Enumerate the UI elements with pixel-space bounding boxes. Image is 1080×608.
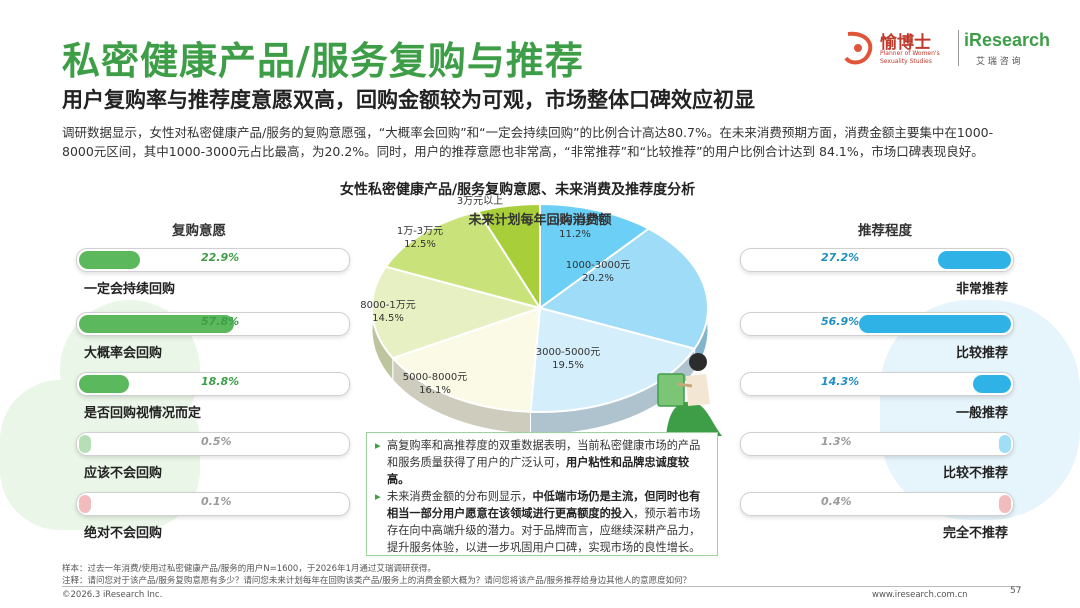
pie-slice-value-3: 19.5% [552, 360, 584, 371]
left-bar-label-3: 是否回购视情况而定 [84, 406, 202, 421]
right-panel-heading: 推荐程度 [858, 223, 912, 239]
right-decor-blob [880, 300, 1080, 520]
right-bar-label-2: 比较推荐 [955, 346, 1008, 361]
footer-note: 注释：请问您对于该产品/服务复购意愿有多少？请问您未来计划每年在回购该类产品/服… [62, 576, 692, 586]
pie-chart-title: 未来计划每年回购消费额 [467, 212, 611, 228]
left-bar-value-1: 22.9% [201, 251, 240, 264]
left-bar-fill-4 [79, 435, 91, 453]
footer-sample: 样本：过去一年消费/使用过私密健康产品/服务的用户N=1600，于2026年1月… [62, 564, 436, 574]
left-bar-fill-5 [79, 495, 91, 513]
left-bar-3: 18.8% [76, 372, 350, 396]
intro-paragraph: 调研数据显示，女性对私密健康产品/服务的复购意愿强，“大概率会回购”和“一定会持… [62, 125, 994, 159]
footer-website: www.iresearch.com.cn [872, 590, 968, 600]
right-bar-label-5: 完全不推荐 [942, 526, 1008, 541]
left-bar-value-4: 0.5% [201, 435, 232, 448]
left-bar-fill-3 [79, 375, 129, 393]
yu-logo-tag-2: Sexuality Studies [880, 58, 932, 65]
insight-highlight-1: 用户粘性和品牌忠诚度较高。 [387, 456, 690, 486]
left-panel-heading: 复购意愿 [172, 223, 226, 239]
pie-slice-value-1: 11.2% [559, 229, 591, 240]
left-bar-value-5: 0.1% [201, 495, 232, 508]
footer-copyright: ©2026.3 iResearch Inc. [62, 590, 163, 600]
right-bar-label-3: 一般推荐 [955, 406, 1008, 421]
pie-slice-3 [529, 306, 697, 413]
left-bar-label-5: 绝对不会回购 [84, 526, 163, 541]
right-bar-fill-5 [999, 495, 1011, 513]
page-title: 私密健康产品/服务复购与推荐 [62, 39, 584, 83]
page-number: 57 [1010, 586, 1022, 596]
pie-slice-6 [384, 210, 543, 310]
pie-slice-1 [539, 202, 651, 310]
yu-logo: 愉博士 Planner of Women's Sexuality Studies [842, 26, 952, 72]
left-bar-5: 0.1% [76, 492, 350, 516]
insight-highlight-2: 中低端市场仍是主流，但同时也有相当一部分用户愿意在该领域进行更高额度的投入 [387, 490, 701, 520]
left-bar-label-2: 大概率会回购 [84, 346, 163, 361]
pie-slice-4 [391, 306, 542, 413]
pie-slice-value-5: 14.5% [372, 313, 404, 324]
right-bar-fill-3 [973, 375, 1011, 393]
left-bar-value-2: 57.8% [201, 315, 240, 328]
pie-chart: 1000元以下 11.2% 1000-3000元 20.2% 3000-5000元 19.… [360, 195, 709, 435]
right-bar-2: 56.9% [740, 312, 1014, 336]
right-bar-value-3: 14.3% [821, 375, 860, 388]
insight-box: 高复购率和高推荐度的双重数据表明，当前私密健康市场的产品和服务质量获得了用户的广… [366, 432, 718, 556]
right-bar-value-5: 0.4% [821, 495, 852, 508]
yu-logo-tag-1: Planner of Women's [880, 50, 940, 57]
logo-divider [958, 30, 959, 66]
left-bar-2: 57.8% [76, 312, 350, 336]
iresearch-logo-name: iResearch [964, 30, 1051, 50]
right-bar-value-2: 56.9% [821, 315, 860, 328]
left-bar-fill-1 [79, 251, 140, 269]
right-bar-label-1: 非常推荐 [955, 282, 1008, 297]
reading-woman-illustration [657, 353, 722, 438]
footer-divider [62, 586, 1020, 587]
right-bar-fill-4 [999, 435, 1011, 453]
pie-slice-value-4: 16.1% [419, 385, 451, 396]
pie-labels-group: 1000元以下 11.2% 1000-3000元 20.2% 3000-5000元 19.… [360, 195, 630, 396]
pie-slice-value-2: 20.2% [582, 273, 614, 284]
pie-slice-7 [476, 202, 541, 312]
pie-top-group [371, 202, 709, 413]
right-bar-label-4: 比较不推荐 [942, 466, 1008, 481]
chart-title: 女性私密健康产品/服务复购意愿、未来消费及推荐度分析 [340, 182, 696, 198]
left-bar-1: 22.9% [76, 248, 350, 272]
pie-slice-label-1: 1000元以下 [547, 216, 602, 227]
iresearch-logo: iResearch 艾 瑞 咨 询 [964, 30, 1060, 70]
pie-slice-label-3: 3000-5000元 [536, 347, 601, 358]
right-bar-3: 14.3% [740, 372, 1014, 396]
page-subtitle: 用户复购率与推荐度意愿双高，回购金额较为可观，市场整体口碑效应初显 [62, 88, 755, 112]
left-bar-label-4: 应该不会回购 [84, 466, 163, 481]
insight-item-2: 未来消费金额的分布则显示，中低端市场仍是主流，但同时也有相当一部分用户愿意在该领… [375, 488, 709, 556]
left-bar-label-1: 一定会持续回购 [84, 282, 176, 297]
yu-logo-icon [844, 31, 873, 65]
left-bar-value-3: 18.8% [201, 375, 240, 388]
pie-slice-5 [371, 265, 544, 360]
right-bar-fill-2 [859, 315, 1011, 333]
insight-item-1: 高复购率和高推荐度的双重数据表明，当前私密健康市场的产品和服务质量获得了用户的广… [375, 437, 709, 488]
right-bar-fill-1 [938, 251, 1011, 269]
left-bar-4: 0.5% [76, 432, 350, 456]
pie-slice-label-5: 8000-1万元 [360, 300, 415, 311]
pie-slice-value-6: 12.5% [404, 239, 436, 250]
right-bar-value-4: 1.3% [821, 435, 852, 448]
pie-slice-label-6: 1万-3万元 [397, 226, 443, 237]
yu-logo-name: 愉博士 [880, 33, 931, 53]
right-bar-5: 0.4% [740, 492, 1014, 516]
right-bar-value-1: 27.2% [821, 251, 860, 264]
iresearch-logo-cn: 艾 瑞 咨 询 [976, 57, 1021, 67]
right-bar-1: 27.2% [740, 248, 1014, 272]
left-bar-fill-2 [79, 315, 234, 333]
right-bar-4: 1.3% [740, 432, 1014, 456]
pie-slice-label-4: 5000-8000元 [403, 372, 468, 383]
pie-slice-label-7: 3万元以上 [457, 195, 503, 207]
pie-slice-label-2: 1000-3000元 [566, 260, 631, 271]
